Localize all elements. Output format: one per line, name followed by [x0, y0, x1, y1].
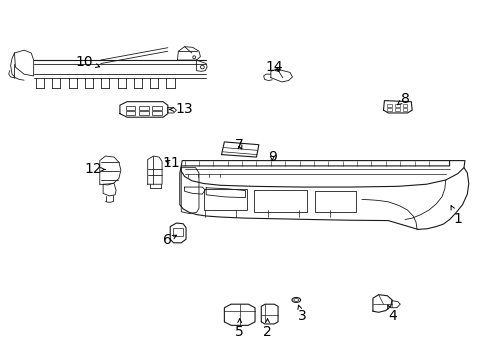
Bar [394, 108, 399, 111]
Bar [152, 111, 162, 115]
Bar [172, 228, 183, 237]
Text: 5: 5 [235, 319, 244, 339]
Bar [139, 111, 148, 115]
Bar [203, 189, 246, 210]
Bar [125, 106, 135, 110]
Bar [315, 191, 355, 212]
Bar [152, 106, 162, 110]
Bar [254, 190, 306, 212]
Text: 7: 7 [235, 138, 244, 152]
Text: 14: 14 [265, 60, 283, 74]
Text: 13: 13 [169, 103, 193, 116]
Text: 9: 9 [267, 150, 276, 164]
Bar [394, 104, 399, 107]
Bar [386, 104, 391, 107]
Bar [125, 111, 135, 115]
Text: 8: 8 [397, 92, 408, 106]
Text: 12: 12 [84, 162, 105, 176]
Bar [402, 104, 407, 107]
Text: 11: 11 [163, 156, 180, 170]
Text: 6: 6 [163, 233, 176, 247]
Text: 1: 1 [450, 206, 461, 226]
Text: 3: 3 [297, 305, 306, 323]
Bar [139, 106, 148, 110]
Bar [402, 108, 407, 111]
Text: 2: 2 [263, 319, 271, 339]
Text: 10: 10 [75, 55, 100, 69]
Bar [386, 108, 391, 111]
Text: 4: 4 [387, 305, 397, 323]
